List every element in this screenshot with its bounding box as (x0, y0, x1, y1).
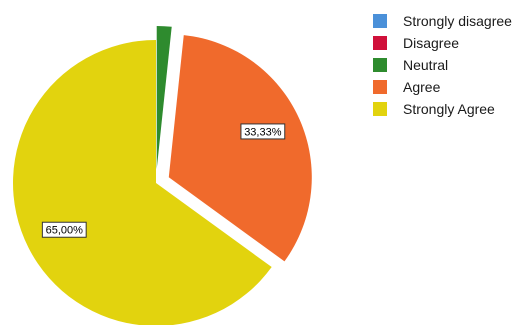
legend-swatch (373, 58, 387, 72)
legend-item-strongly-agree: Strongly Agree (373, 98, 512, 120)
legend-swatch (373, 102, 387, 116)
legend-label: Strongly Agree (403, 101, 495, 117)
data-label-text: 33,33% (244, 126, 282, 138)
legend-swatch (373, 36, 387, 50)
legend-swatch (373, 80, 387, 94)
legend-item-neutral: Neutral (373, 54, 512, 76)
pie-slice-neutral (156, 26, 172, 170)
legend-item-agree: Agree (373, 76, 512, 98)
legend-item-disagree: Disagree (373, 32, 512, 54)
pie-slices (13, 26, 312, 325)
pie-data-labels: 1,67%33,33%65,00% (41, 123, 286, 238)
pie-slice-agree (168, 35, 312, 262)
legend-label: Neutral (403, 57, 449, 73)
data-label-box (240, 123, 286, 140)
data-label-strongly-agree: 65,00% (41, 221, 87, 238)
legend-label: Strongly disagree (403, 13, 512, 29)
legend-swatch (373, 14, 387, 28)
data-label-text: 65,00% (46, 225, 84, 237)
legend: Strongly disagree Disagree Neutral Agree… (373, 10, 512, 120)
legend-item-strongly-disagree: Strongly disagree (373, 10, 512, 32)
data-label-box (41, 221, 87, 238)
pie-slice-strongly-agree (13, 40, 272, 325)
legend-label: Agree (403, 79, 441, 95)
data-label-agree: 33,33% (240, 123, 286, 140)
legend-label: Disagree (403, 35, 460, 51)
